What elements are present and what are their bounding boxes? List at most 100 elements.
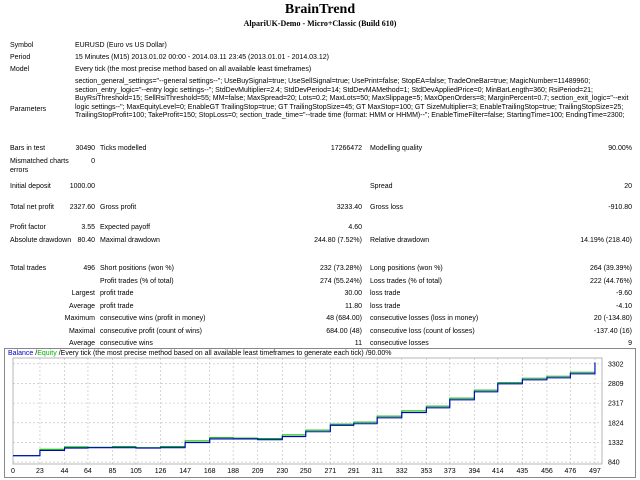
x-tick-label: 85 xyxy=(109,468,117,475)
cell: Long positions (won %) xyxy=(370,265,443,272)
row-label: Absolute drawdown xyxy=(10,237,72,244)
cell: Maximal drawdown xyxy=(100,237,160,244)
cell: 11.80 xyxy=(345,303,362,310)
cell: 232 (73.28%) xyxy=(319,265,362,272)
cell: 0 xyxy=(91,158,95,165)
cell: -910.80 xyxy=(608,204,632,211)
x-tick-label: 373 xyxy=(444,468,456,475)
cell: 3233.40 xyxy=(336,204,362,211)
row-label: Period xyxy=(10,54,31,61)
cell: -137.40 (16) xyxy=(593,328,632,335)
x-tick-label: 168 xyxy=(204,468,216,475)
y-tick-label: 1332 xyxy=(608,440,624,447)
x-tick-label: 414 xyxy=(492,468,504,475)
legend-separator: / xyxy=(35,350,37,357)
cell: 48 (684.00) xyxy=(326,315,362,322)
x-tick-label: 291 xyxy=(348,468,360,475)
cell: 30.00 xyxy=(344,290,362,297)
x-tick-label: 476 xyxy=(565,468,577,475)
y-tick-label: 3302 xyxy=(608,361,624,368)
cell: 20 xyxy=(624,183,632,190)
cell: profit trade xyxy=(100,303,134,310)
cell: consecutive losses xyxy=(370,340,429,347)
row-label: Average xyxy=(69,303,95,310)
cell: section_general_settings="--general sett… xyxy=(75,78,629,119)
cell: consecutive loss (count of losses) xyxy=(370,328,475,335)
row-label: Symbol xyxy=(10,42,34,49)
row-label: Average xyxy=(69,340,95,347)
cell: Every tick (the most precise method base… xyxy=(75,66,312,73)
cell: 9 xyxy=(628,340,632,347)
cell: 244.80 (7.52%) xyxy=(314,237,362,244)
y-tick-label: 2809 xyxy=(608,381,624,388)
cell: consecutive wins xyxy=(100,340,153,347)
cell: consecutive wins (profit in money) xyxy=(100,315,206,322)
cell: Modelling quality xyxy=(370,145,423,152)
cell: 90.00% xyxy=(608,145,632,152)
x-tick-label: 230 xyxy=(276,468,288,475)
report-subtitle: AlpariUK-Demo - Micro+Classic (Build 610… xyxy=(243,19,397,28)
row-label: Maximal xyxy=(68,328,95,335)
row-label: Mismatched charts errors xyxy=(10,158,69,174)
x-tick-label: 147 xyxy=(179,468,191,475)
cell: 264 (39.39%) xyxy=(589,265,632,272)
row-label: Total net profit xyxy=(10,204,54,211)
row-label: Model xyxy=(10,66,30,73)
cell: 274 (55.24%) xyxy=(319,278,362,285)
chart: 840 1332 1824 2317 2809 3302 0 23 44 64 85 105 126 14… xyxy=(4,348,636,478)
x-tick-label: 435 xyxy=(517,468,529,475)
legend-entry: Balance xyxy=(8,350,33,357)
cell: loss trade xyxy=(370,290,401,297)
cell: Gross profit xyxy=(100,204,137,211)
x-tick-label: 209 xyxy=(252,468,264,475)
cell: Ticks modelled xyxy=(100,145,147,152)
cell: Short positions (won %) xyxy=(100,265,174,272)
cell: 80.40 xyxy=(77,237,95,244)
legend: Balance/Equity/Every tick (the most prec… xyxy=(8,350,391,357)
cell: Loss trades (% of total) xyxy=(370,278,442,285)
x-tick-label: 271 xyxy=(324,468,336,475)
cell: loss trade xyxy=(370,303,401,310)
x-tick-label: 394 xyxy=(469,468,481,475)
cell: -4.10 xyxy=(616,303,632,310)
plot-area xyxy=(12,357,603,465)
cell: -9.60 xyxy=(616,290,632,297)
cell: consecutive profit (count of wins) xyxy=(100,328,202,335)
x-tick-label: 23 xyxy=(36,468,44,475)
cell: 30490 xyxy=(75,145,95,152)
x-tick-label: 497 xyxy=(589,468,601,475)
x-tick-label: 64 xyxy=(84,468,92,475)
cell: 222 (44.76%) xyxy=(589,278,632,285)
row-label: Maximum xyxy=(64,315,95,322)
cell: Relative drawdown xyxy=(370,237,430,244)
row-label: Bars in test xyxy=(10,145,46,152)
x-tick-label: 0 xyxy=(11,468,15,475)
x-tick-label: 311 xyxy=(372,468,383,475)
cell: consecutive losses (loss in money) xyxy=(370,315,479,322)
report-title: BrainTrend xyxy=(284,2,356,17)
cell: EURUSD (Euro vs US Dollar) xyxy=(75,42,167,49)
y-tick-label: 1824 xyxy=(608,420,624,427)
legend-entry: Equity xyxy=(37,350,57,357)
cell: 14.19% (218.40) xyxy=(580,237,632,244)
x-tick-label: 44 xyxy=(61,468,69,475)
row-label: Largest xyxy=(71,290,95,297)
x-tick-label: 250 xyxy=(300,468,312,475)
y-tick-label: 840 xyxy=(608,460,620,467)
x-tick-label: 456 xyxy=(541,468,553,475)
cell: 496 xyxy=(83,265,95,272)
x-tick-label: 188 xyxy=(227,468,239,475)
cell: 17266472 xyxy=(330,145,362,152)
x-tick-label: 126 xyxy=(155,468,167,475)
row-label: Parameters xyxy=(10,106,47,113)
cell: Gross loss xyxy=(370,204,404,211)
x-tick-label: 105 xyxy=(130,468,142,475)
series-line xyxy=(13,362,596,457)
cell: 4.60 xyxy=(348,224,362,231)
legend-separator: / xyxy=(366,350,368,357)
x-tick-label: 332 xyxy=(396,468,408,475)
cell: 3.55 xyxy=(81,224,95,231)
row-label: Initial deposit xyxy=(10,183,51,190)
cell: 2327.60 xyxy=(69,204,95,211)
cell: 15 Minutes (M15) 2013.01.02 00:00 - 2014… xyxy=(75,54,329,61)
